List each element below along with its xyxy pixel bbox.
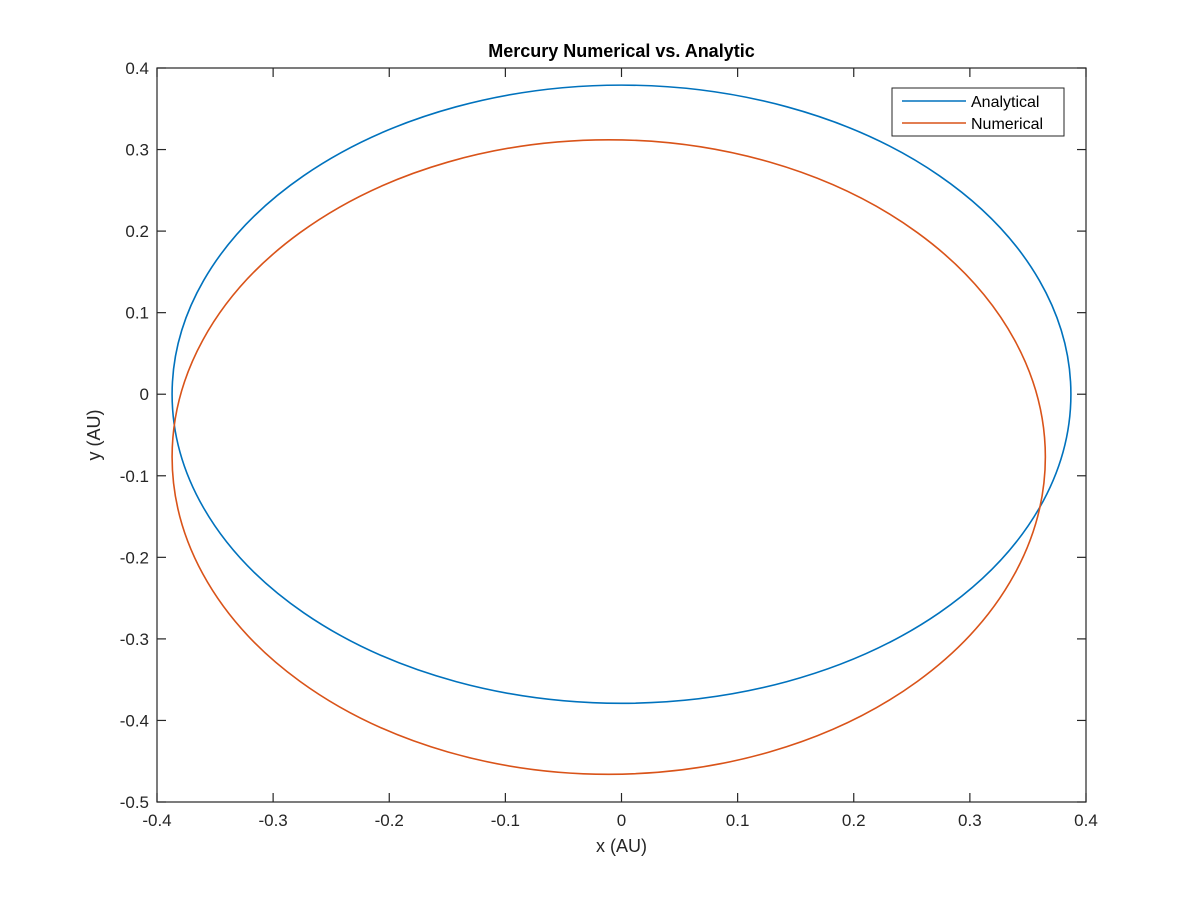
chart-title: Mercury Numerical vs. Analytic (488, 41, 754, 61)
y-tick-label: -0.4 (120, 711, 149, 730)
x-tick-label: 0.1 (726, 811, 750, 830)
y-tick-label: 0 (140, 385, 149, 404)
x-tick-label: 0.3 (958, 811, 982, 830)
x-tick-label: 0.4 (1074, 811, 1098, 830)
y-tick-label: 0.2 (125, 222, 149, 241)
ticks-layer: -0.4 -0.3 -0.2 -0.1 0 0.1 0.2 0.3 0.4-0.5-0.4-0.… (120, 59, 1098, 830)
series-analytical-orbit (171, 84, 1072, 705)
x-tick-label: -0.4 (142, 811, 171, 830)
legend: Analytical Numerical (891, 87, 1065, 137)
x-tick-label: 0 (617, 811, 626, 830)
series-numerical-orbit (171, 138, 1047, 776)
y-tick-label: -0.5 (120, 793, 149, 812)
axes-box (156, 67, 1087, 803)
legend-label-numerical: Numerical (971, 116, 1043, 133)
legend-label-analytical: Analytical (971, 94, 1039, 111)
y-axis-label: y (AU) (84, 410, 104, 461)
y-tick-label: 0.4 (125, 59, 149, 78)
x-tick-label: -0.3 (258, 811, 287, 830)
y-tick-label: 0.1 (125, 304, 149, 323)
legend-box (891, 87, 1065, 137)
series-layer (171, 84, 1072, 776)
plot-area (157, 68, 1086, 802)
x-tick-label: 0.2 (842, 811, 866, 830)
y-tick-label: -0.3 (120, 630, 149, 649)
y-tick-label: -0.2 (120, 548, 149, 567)
y-tick-label: -0.1 (120, 467, 149, 486)
x-tick-label: -0.1 (491, 811, 520, 830)
x-axis-label: x (AU) (596, 836, 647, 856)
x-tick-label: -0.2 (375, 811, 404, 830)
y-tick-label: 0.3 (125, 141, 149, 160)
